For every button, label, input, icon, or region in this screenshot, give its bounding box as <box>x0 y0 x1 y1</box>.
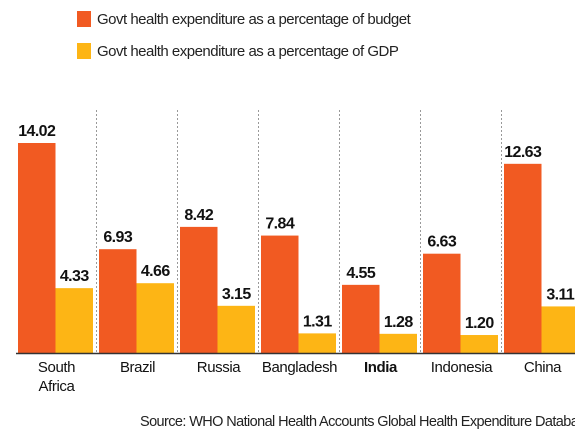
x-tick-label: South Africa <box>37 359 76 395</box>
bar <box>423 253 461 353</box>
bar <box>217 305 255 353</box>
bar <box>379 333 417 353</box>
x-tick-label: Brazil <box>119 359 156 376</box>
bar <box>460 335 498 353</box>
x-tick-label-cell: India <box>340 358 421 377</box>
x-tick-label-cell: China <box>502 358 575 377</box>
value-label: 4.66 <box>141 263 170 280</box>
value-label: 3.15 <box>222 286 251 303</box>
value-label: 7.84 <box>265 216 294 233</box>
value-label: 1.31 <box>303 313 332 330</box>
x-tick-label: Bangladesh <box>261 359 338 376</box>
value-label: 4.33 <box>60 268 89 285</box>
x-tick-label: China <box>523 359 562 376</box>
value-label: 14.02 <box>18 123 56 140</box>
value-label: 4.55 <box>346 265 375 282</box>
bar <box>136 283 174 353</box>
legend-label: Govt health expenditure as a percentage … <box>97 43 399 60</box>
value-label: 6.63 <box>427 234 456 251</box>
legend-swatch <box>77 43 91 59</box>
bar <box>342 284 380 353</box>
bar <box>99 249 137 353</box>
value-label: 8.42 <box>184 207 213 224</box>
legend-label: Govt health expenditure as a percentage … <box>97 11 412 28</box>
x-tick-label-cell: South Africa <box>16 358 97 396</box>
bar <box>55 288 93 353</box>
bar <box>298 333 336 353</box>
source-note: Source: WHO National Health Accounts Glo… <box>140 414 575 430</box>
bar <box>261 235 299 353</box>
value-label: 3.11 <box>546 286 575 303</box>
x-tick-label: Indonesia <box>430 359 493 376</box>
x-tick-label: Russia <box>196 359 241 376</box>
legend-swatch <box>77 11 91 27</box>
value-label: 6.93 <box>103 229 132 246</box>
x-tick-label-cell: Russia <box>178 358 259 377</box>
x-tick-label-cell: Brazil <box>97 358 178 377</box>
bar <box>18 143 56 353</box>
value-label: 12.63 <box>504 144 542 161</box>
x-tick-label-cell: Indonesia <box>421 358 502 377</box>
bar <box>180 226 218 353</box>
value-label: 1.28 <box>384 314 413 331</box>
x-tick-label-cell: Bangladesh <box>259 358 340 377</box>
value-label: 1.20 <box>465 315 494 332</box>
bar <box>504 163 542 353</box>
x-tick-label: India <box>363 359 397 376</box>
bar <box>541 306 575 353</box>
